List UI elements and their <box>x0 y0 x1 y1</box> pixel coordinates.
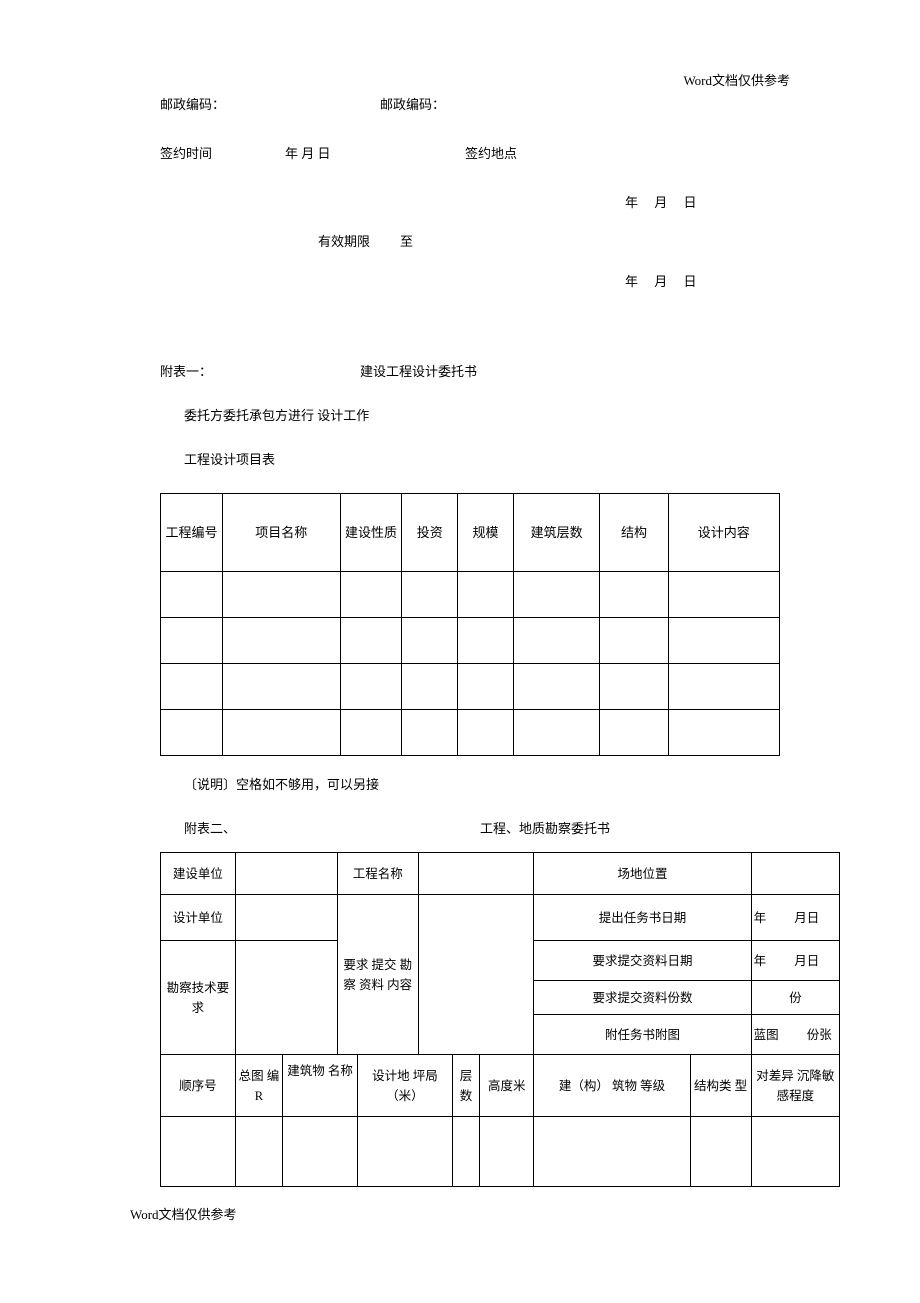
header-watermark: Word文档仅供参考 <box>683 70 790 89</box>
validity-to: 至 <box>400 232 470 252</box>
t2-survey-req: 勘察技术要求 <box>161 941 236 1055</box>
table-row <box>161 710 780 756</box>
t2-build-unit: 建设单位 <box>161 853 236 895</box>
attach1-line1: 委托方委托承包方进行 设计工作 <box>160 405 780 424</box>
table-1: 工程编号 项目名称 建设性质 投资 规模 建筑层数 结构 设计内容 <box>160 493 780 756</box>
attach1-prefix: 附表一： <box>160 361 360 380</box>
t2-date-1: 年 月日 <box>751 895 839 941</box>
t2-req-content: 要求 提交 勘察 资料 内容 <box>337 895 418 1055</box>
t2-proj-name: 工程名称 <box>337 853 418 895</box>
t2-copies-val: 份 <box>751 981 839 1015</box>
postal-code-row: 邮政编码： 邮政编码： <box>160 95 780 116</box>
table-row <box>161 664 780 710</box>
validity-date-1: 年 月 日 <box>470 193 697 213</box>
postal-label-2: 邮政编码： <box>380 95 445 116</box>
t1-col-2: 项目名称 <box>222 494 340 572</box>
table-row <box>161 618 780 664</box>
attach1-note: 〔说明〕空格如不够用，可以另接 <box>160 774 780 793</box>
t2-req-copies: 要求提交资料份数 <box>534 981 751 1015</box>
t1-col-1: 工程编号 <box>161 494 223 572</box>
t1-col-4: 投资 <box>402 494 458 572</box>
t2-seq: 顺序号 <box>161 1055 236 1117</box>
t2-design-area: 设计地 坪局（米） <box>357 1055 452 1117</box>
t2-row-6: 顺序号 总图 编R 建筑物 名称 设计地 坪局（米） 层 数 高度米 建（构） … <box>161 1055 840 1117</box>
t2-task-date: 提出任务书日期 <box>534 895 751 941</box>
attach1-title-row: 附表一： 建设工程设计委托书 <box>160 361 780 380</box>
t2-building-name: 建筑物 名称 <box>283 1055 358 1117</box>
footer-watermark: Word文档仅供参考 <box>130 1204 237 1223</box>
table-1-header: 工程编号 项目名称 建设性质 投资 规模 建筑层数 结构 设计内容 <box>161 494 780 572</box>
page-content: 邮政编码： 邮政编码： 签约时间 年 月 日 签约地点 年 月 日 有效期限 至… <box>0 0 920 1187</box>
sign-place-label: 签约地点 <box>465 144 517 165</box>
signing-row: 签约时间 年 月 日 签约地点 <box>160 144 780 165</box>
t1-col-8: 设计内容 <box>668 494 779 572</box>
t2-date-2: 年 月日 <box>751 941 839 981</box>
t2-design-unit: 设计单位 <box>161 895 236 941</box>
t1-col-3: 建设性质 <box>340 494 402 572</box>
attach1-title: 建设工程设计委托书 <box>360 361 477 380</box>
t2-floors: 层 数 <box>452 1055 479 1117</box>
attach1-line2: 工程设计项目表 <box>160 449 780 468</box>
t2-blueprint: 蓝图 份张 <box>751 1015 839 1055</box>
t2-struct-type: 结构类 型 <box>690 1055 751 1117</box>
t2-req-data-date: 要求提交资料日期 <box>534 941 751 981</box>
t1-col-5: 规模 <box>458 494 514 572</box>
t2-row-2: 设计单位 要求 提交 勘察 资料 内容 提出任务书日期 年 月日 <box>161 895 840 941</box>
t2-height: 高度米 <box>480 1055 534 1117</box>
table-row <box>161 572 780 618</box>
t2-site-loc: 场地位置 <box>534 853 751 895</box>
sign-date-format: 年 月 日 <box>285 144 465 165</box>
attach2-prefix: 附表二、 <box>160 818 480 837</box>
t1-col-7: 结构 <box>600 494 668 572</box>
sign-time-label: 签约时间 <box>160 144 285 165</box>
attach2-title-row: 附表二、 工程、地质勘察委托书 <box>160 818 780 837</box>
validity-label: 有效期限 <box>160 232 400 252</box>
t1-col-6: 建筑层数 <box>513 494 600 572</box>
table-2: 建设单位 工程名称 场地位置 设计单位 要求 提交 勘察 资料 内容 提出任务书… <box>160 852 840 1187</box>
t2-att-fig: 附任务书附图 <box>534 1015 751 1055</box>
t2-row-1: 建设单位 工程名称 场地位置 <box>161 853 840 895</box>
postal-label-1: 邮政编码： <box>160 95 380 116</box>
t2-grade: 建（构） 筑物 等级 <box>534 1055 690 1117</box>
validity-date-2: 年 月 日 <box>470 272 697 292</box>
validity-block: 年 月 日 有效期限 至 年 月 日 <box>160 193 780 292</box>
attach2-title: 工程、地质勘察委托书 <box>480 818 610 837</box>
t2-row-7 <box>161 1117 840 1187</box>
t2-master-no: 总图 编R <box>235 1055 283 1117</box>
t2-sensitivity: 对差异 沉降敏 感程度 <box>751 1055 839 1117</box>
